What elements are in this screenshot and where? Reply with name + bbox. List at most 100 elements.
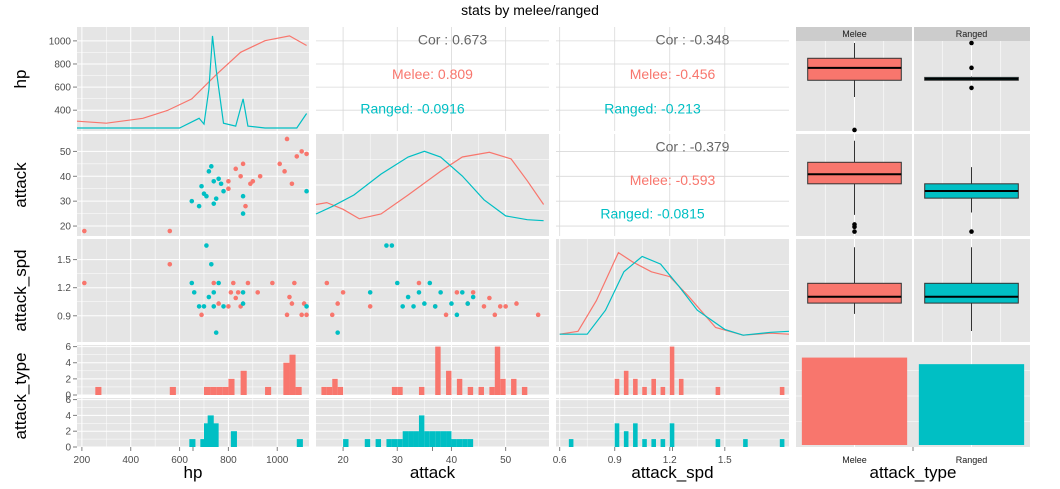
point-ranged [199, 183, 204, 189]
point-melee [257, 173, 263, 179]
y-tick-label: 6 [65, 342, 71, 353]
hist-bar-ranged [212, 423, 219, 447]
hist-bar-ranged [200, 439, 207, 447]
x-tick-label: 50 [500, 455, 512, 466]
point-ranged [213, 330, 219, 335]
point-ranged [460, 290, 465, 295]
hist-bar-melee [397, 386, 403, 395]
hist-bar-melee [446, 370, 452, 395]
hist-bar-ranged [779, 439, 785, 447]
hist-bar-melee [494, 346, 501, 395]
cor-melee-hp_attack_spd: Melee: -0.456 [630, 66, 716, 82]
point-melee [233, 295, 239, 301]
point-ranged [465, 301, 471, 306]
point-melee [299, 149, 304, 154]
hist-bar-melee [418, 386, 425, 395]
cor-melee-hp_attack: Melee: 0.809 [392, 66, 473, 82]
point-ranged [196, 203, 202, 209]
hist-bar-melee [715, 386, 721, 395]
point-melee [167, 261, 173, 267]
point-melee [367, 304, 373, 309]
point-ranged [189, 280, 195, 286]
panel-cor-hp_attack_spd [556, 27, 789, 131]
point-melee [226, 178, 231, 184]
box-ranged [924, 282, 1019, 304]
x-tick-label: 400 [122, 455, 139, 466]
hist-bar-melee [614, 378, 620, 395]
cor-melee-attack_attack_spd: Melee: -0.593 [630, 172, 716, 188]
point-ranged [206, 294, 212, 300]
hist-bar-melee [633, 378, 638, 395]
point-melee [238, 173, 243, 179]
hist-bar-melee [321, 386, 327, 395]
point-ranged [449, 301, 454, 306]
point-ranged [454, 312, 460, 318]
point-melee [514, 301, 519, 306]
point-melee [492, 312, 498, 318]
point-ranged [209, 164, 214, 169]
outlier-melee [852, 127, 857, 133]
count-bar-melee [801, 357, 908, 445]
panel-scatter-attack_attack_spd_melee [316, 239, 549, 342]
point-melee [454, 290, 460, 295]
hist-bar-melee [478, 386, 484, 395]
box-melee [807, 57, 902, 81]
y-tick-label: 0.9 [57, 311, 71, 322]
hist-bar-ranged [642, 439, 647, 447]
y-tick-label: 1.2 [57, 283, 71, 294]
y-axis-title-attack_type: attack_type [11, 353, 30, 440]
point-ranged [335, 330, 340, 335]
cor-ranged-attack_attack_spd: Ranged: -0.0815 [600, 206, 705, 222]
density-ranged [559, 255, 790, 336]
hist-bar-ranged [623, 431, 629, 447]
hist-bar-melee [660, 386, 666, 395]
point-melee [535, 312, 541, 318]
point-ranged [411, 304, 416, 309]
panel-cor-hp_attack [316, 27, 549, 131]
hist-bar-ranged [568, 439, 574, 447]
point-melee [167, 228, 173, 234]
point-melee [470, 290, 476, 295]
point-ranged [432, 304, 438, 309]
hist-bar-ranged [743, 439, 748, 447]
point-melee [250, 178, 256, 184]
hist-bar-ranged [343, 439, 349, 447]
hist-bar-ranged [669, 423, 675, 447]
y-tick-label: 2 [65, 427, 71, 438]
point-ranged [189, 198, 195, 204]
point-melee [335, 301, 340, 306]
chart-title: stats by melee/ranged [461, 2, 599, 18]
hist-bar-ranged [614, 423, 620, 447]
x-tick-label: 200 [74, 455, 91, 466]
hist-bar-ranged [296, 439, 303, 447]
x-tick-label: 1.5 [718, 455, 732, 466]
point-ranged [221, 304, 226, 309]
y-axis-title-attack_spd: attack_spd [11, 249, 30, 331]
outlier-melee [852, 224, 857, 230]
point-melee [329, 312, 335, 318]
outlier-ranged [969, 229, 974, 234]
point-melee [233, 166, 239, 172]
hist-bar-melee [169, 386, 176, 395]
hist-bar-ranged [451, 439, 457, 447]
y-tick-label: 600 [54, 83, 71, 94]
hist-bar-melee [642, 386, 647, 395]
x-tick-label: 0.9 [608, 455, 622, 466]
point-melee [255, 290, 261, 295]
point-melee [82, 280, 87, 286]
point-ranged [216, 176, 221, 182]
point-ranged [240, 301, 246, 306]
panel-scatter-hp_attack_melee [77, 134, 309, 236]
x-tick-label: 20 [338, 455, 350, 466]
point-melee [277, 161, 282, 167]
point-ranged [201, 304, 207, 309]
x-tick-label: 600 [171, 455, 188, 466]
hist-bar-ranged [435, 431, 441, 447]
point-melee [211, 280, 217, 286]
point-ranged [422, 301, 427, 306]
x-tick-label: 1000 [266, 455, 289, 466]
point-melee [324, 280, 330, 286]
point-melee [304, 312, 309, 318]
point-ranged [218, 181, 224, 187]
point-melee [199, 312, 204, 318]
